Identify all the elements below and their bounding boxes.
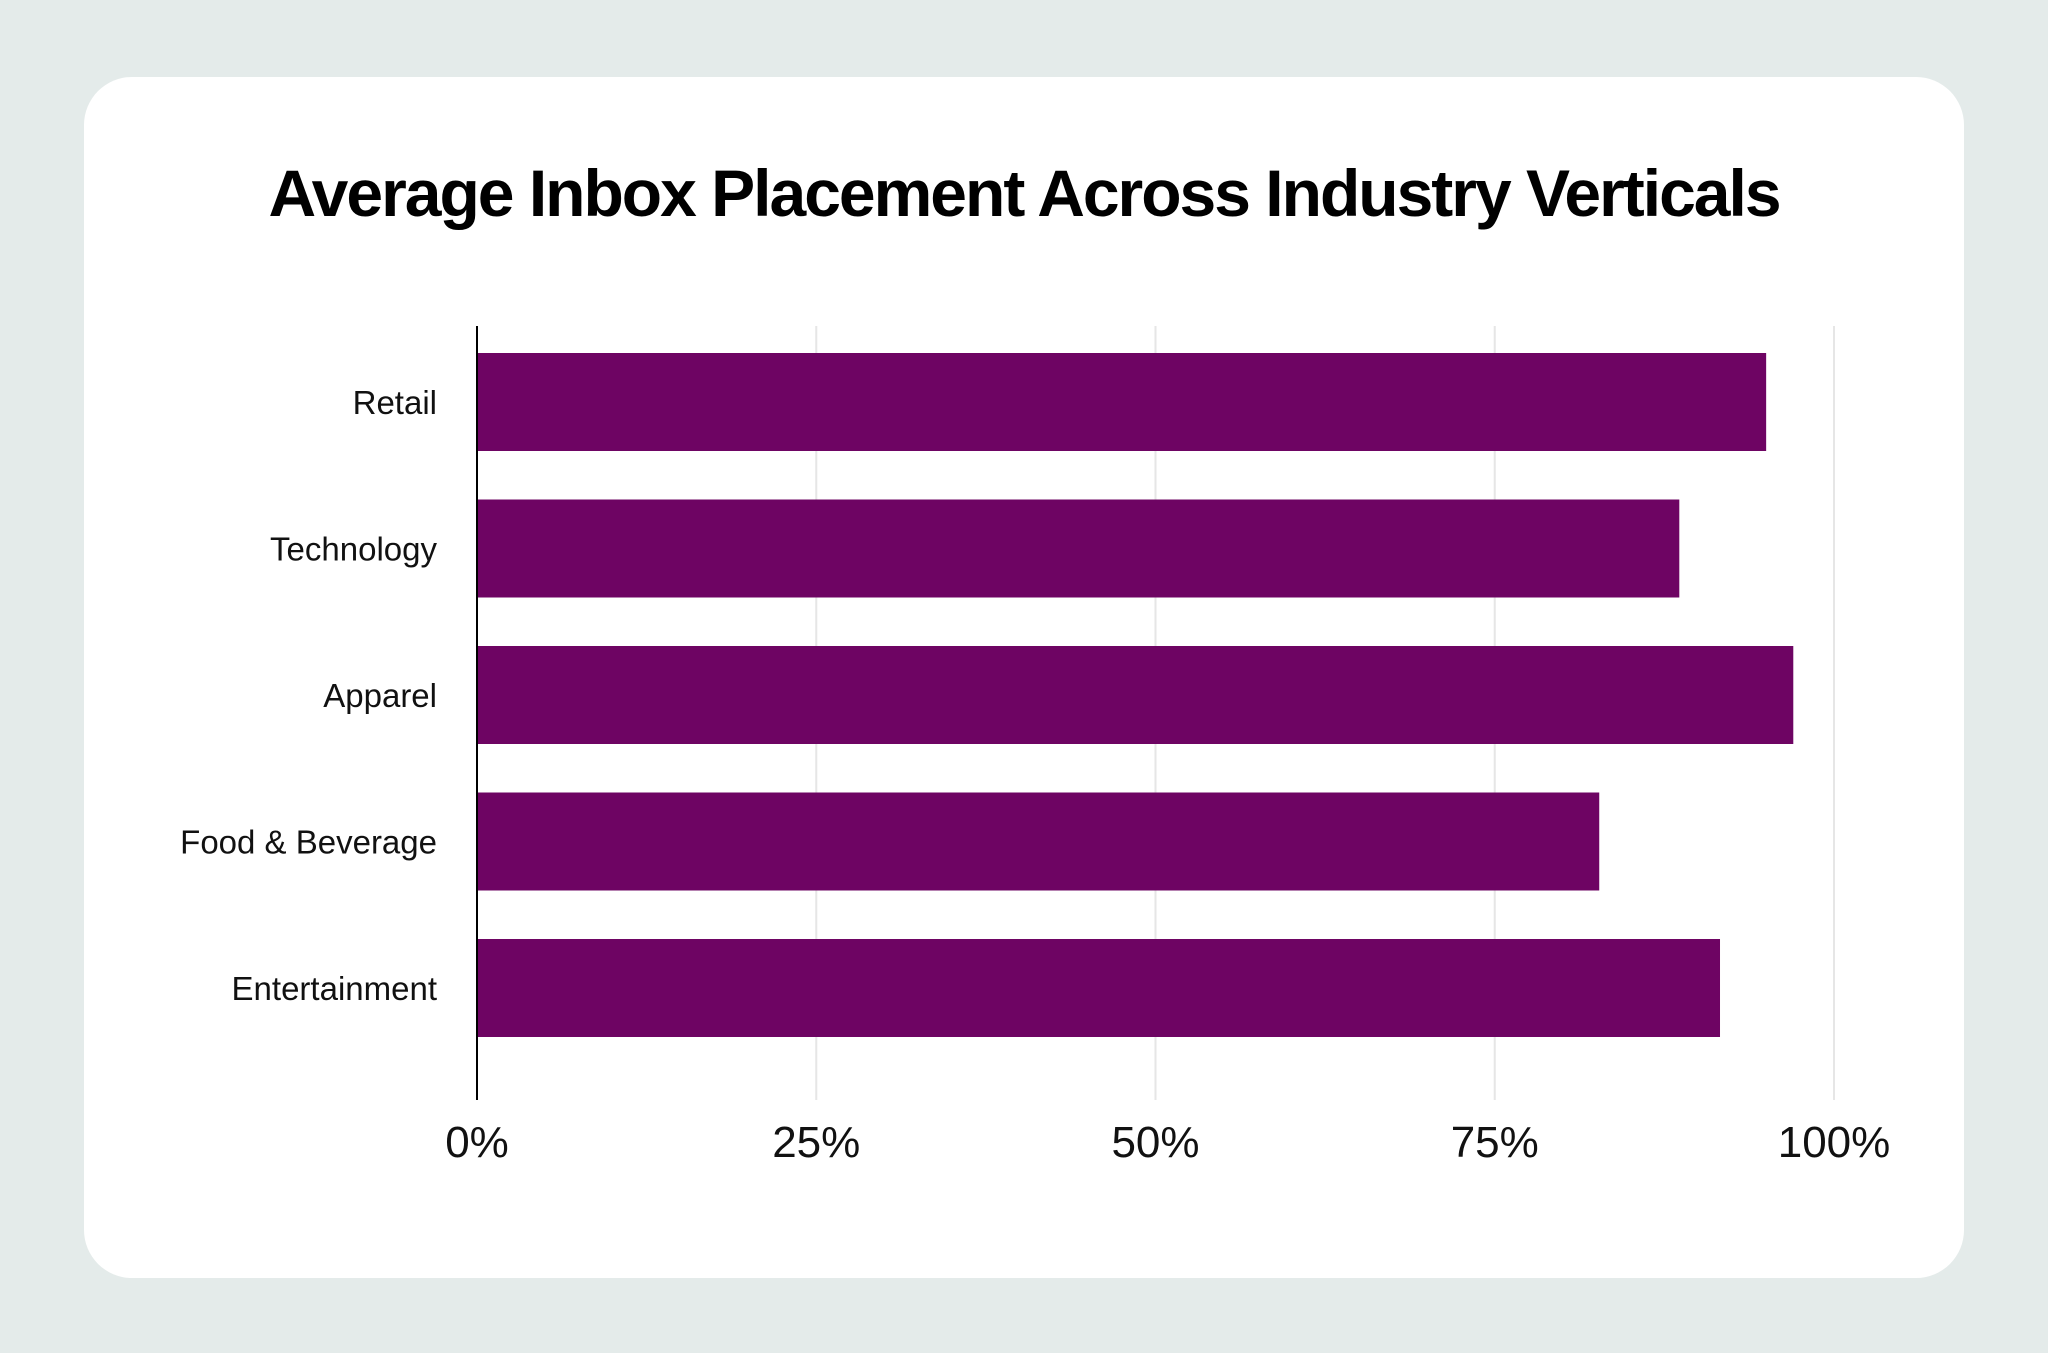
- chart-title: Average Inbox Placement Across Industry …: [268, 156, 1781, 230]
- x-tick-label-75: 75%: [1451, 1118, 1539, 1167]
- bars: [477, 353, 1794, 1037]
- category-label-apparel: Apparel: [323, 677, 437, 714]
- category-label-food-beverage: Food & Beverage: [180, 824, 437, 861]
- bar-entertainment: [477, 939, 1721, 1037]
- bar-retail: [477, 353, 1767, 451]
- category-labels: Retail Technology Apparel Food & Beverage En…: [180, 384, 437, 1007]
- x-tick-label-50: 50%: [1111, 1118, 1199, 1167]
- bar-technology: [477, 499, 1680, 598]
- bar-apparel: [477, 646, 1794, 744]
- x-tick-label-25: 25%: [772, 1118, 860, 1167]
- category-label-retail: Retail: [353, 384, 437, 421]
- category-label-technology: Technology: [270, 531, 437, 568]
- x-tick-label-0: 0%: [445, 1118, 509, 1167]
- category-label-entertainment: Entertainment: [232, 970, 437, 1007]
- x-tick-label-100: 100%: [1778, 1118, 1891, 1167]
- bar-food-beverage: [477, 792, 1600, 891]
- x-tick-labels: 0% 25% 50% 75% 100%: [445, 1118, 1890, 1167]
